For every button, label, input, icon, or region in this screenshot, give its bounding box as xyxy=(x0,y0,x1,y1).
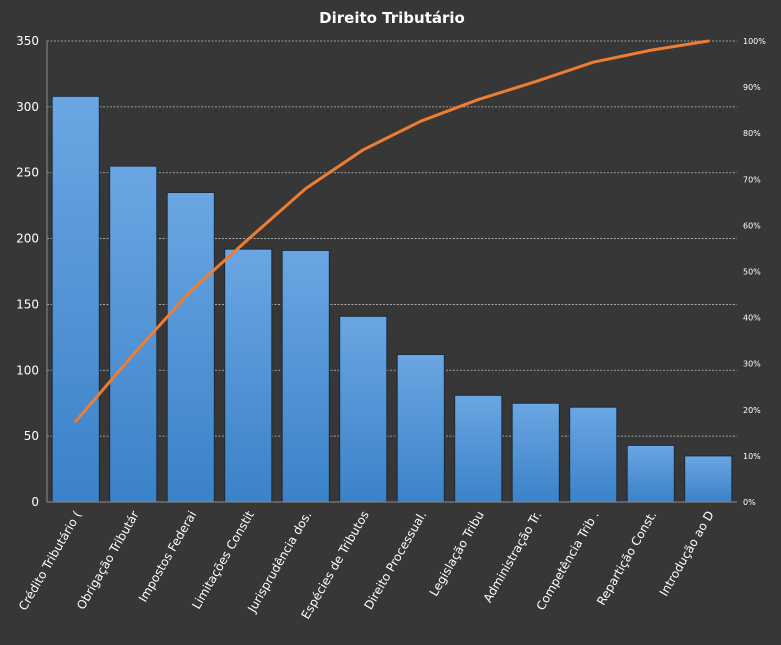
x-tick-label: Repartição Const. xyxy=(594,509,659,608)
y-tick-label: 300 xyxy=(16,100,39,114)
x-tick-label: Crédito Tributário ( xyxy=(16,509,84,613)
y2-tick-label: 10% xyxy=(743,452,761,461)
bars xyxy=(51,95,733,503)
x-tick-label: Impostos Federai xyxy=(136,509,200,605)
x-tick-label: Legislação Tribu xyxy=(427,509,487,599)
y2-tick-label: 30% xyxy=(743,360,761,369)
y2-tick-label: 50% xyxy=(743,268,761,277)
x-tick-label: Administração Tr. xyxy=(481,509,545,605)
bar xyxy=(281,249,330,503)
y-tick-label: 100 xyxy=(16,363,39,377)
y2-tick-label: 0% xyxy=(743,498,756,507)
cumulative-percent-line xyxy=(74,39,710,423)
bar xyxy=(511,402,560,503)
y2-tick-label: 80% xyxy=(743,129,761,138)
y-tick-label: 350 xyxy=(16,34,39,48)
y2-tick-label: 40% xyxy=(743,314,761,323)
x-tick-label: Limitações Constit xyxy=(189,508,257,611)
bar xyxy=(626,444,675,503)
x-tick-label: Direito Processual. xyxy=(361,509,429,613)
bar xyxy=(224,248,273,503)
bar xyxy=(396,353,445,503)
y-tick-label: 200 xyxy=(16,232,39,246)
y2-tick-label: 70% xyxy=(743,175,761,184)
x-tick-label: Introdução ao D xyxy=(657,509,717,599)
y-tick-label: 250 xyxy=(16,166,39,180)
y2-tick-label: 100% xyxy=(743,37,766,46)
bar xyxy=(109,165,158,503)
bar xyxy=(569,406,618,503)
cumulative-line xyxy=(74,39,710,423)
y2-tick-label: 20% xyxy=(743,406,761,415)
x-tick-label: Jurisprudência dos. xyxy=(244,509,314,616)
chart-title: Direito Tributário xyxy=(319,9,465,27)
bar xyxy=(684,455,733,503)
y2-tick-label: 90% xyxy=(743,83,761,92)
grid-lines xyxy=(47,40,737,437)
y2-tick-label: 60% xyxy=(743,221,761,230)
bar xyxy=(454,394,503,503)
y-tick-label: 150 xyxy=(16,297,39,311)
bar xyxy=(339,315,388,503)
x-tick-label: Competência Trib . xyxy=(534,509,602,613)
x-tick-label: Obrigação Tributár xyxy=(74,508,142,612)
y-tick-label: 0 xyxy=(31,495,39,509)
bar xyxy=(51,95,100,503)
y-tick-label: 50 xyxy=(24,429,39,443)
bar xyxy=(166,191,215,503)
